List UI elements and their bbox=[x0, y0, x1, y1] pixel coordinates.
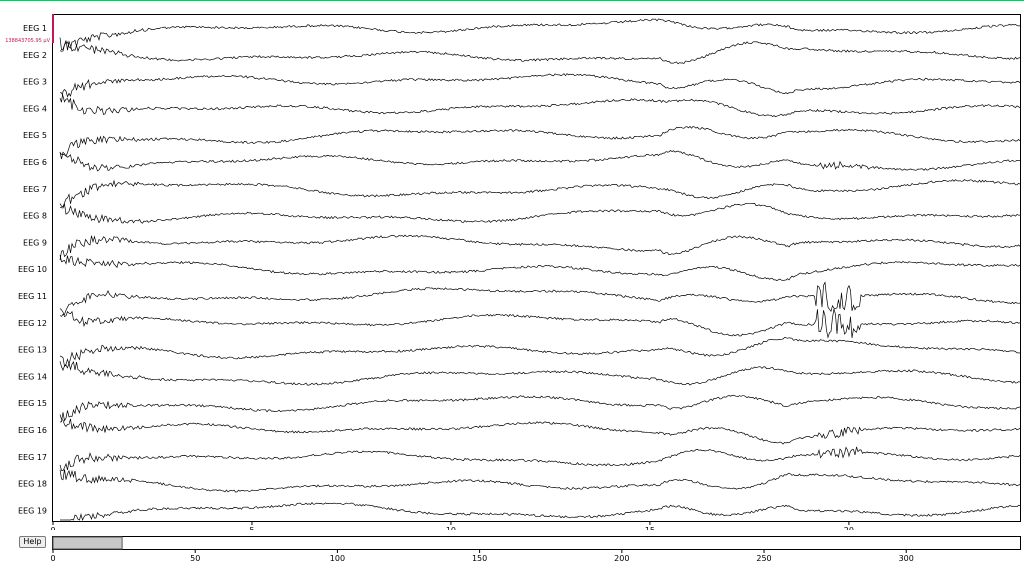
channel-label[interactable]: EEG 7 bbox=[23, 185, 47, 194]
channel-trace[interactable] bbox=[59, 394, 1021, 423]
channel-trace[interactable] bbox=[59, 281, 1021, 317]
channel-label[interactable]: EEG 8 bbox=[23, 212, 47, 221]
channel-label[interactable]: EEG 16 bbox=[18, 426, 47, 435]
plot-frame bbox=[52, 14, 1021, 522]
channel-label[interactable]: EEG 12 bbox=[18, 319, 47, 328]
channel-trace[interactable] bbox=[59, 179, 1021, 208]
channel-label[interactable]: EEG 2 bbox=[23, 51, 47, 60]
channel-trace[interactable] bbox=[59, 234, 1021, 261]
overview-tick-label: 200 bbox=[614, 554, 629, 563]
channel-label[interactable]: EEG 9 bbox=[23, 238, 47, 247]
overview-bar[interactable]: 0 50 100 150 200 250 300 bbox=[0, 530, 1024, 563]
channel-label[interactable]: EEG 1 bbox=[23, 24, 47, 33]
channel-label[interactable]: EEG 14 bbox=[18, 372, 47, 381]
channel-trace[interactable] bbox=[59, 18, 1020, 52]
channel-label[interactable]: EEG 18 bbox=[18, 480, 47, 489]
time-tick-label: 20 bbox=[844, 526, 854, 530]
channel-label[interactable]: EEG 19 bbox=[18, 506, 47, 515]
channel-trace[interactable] bbox=[59, 73, 1021, 103]
overview-tick-label: 50 bbox=[190, 554, 200, 563]
channel-label[interactable]: EEG 5 bbox=[23, 131, 47, 140]
overview-axis: 0 50 100 150 200 250 300 bbox=[50, 550, 914, 563]
channel-trace[interactable] bbox=[59, 37, 1021, 65]
channel-trace[interactable] bbox=[59, 469, 1021, 493]
overview-tick-label: 300 bbox=[899, 554, 914, 563]
channel-trace[interactable] bbox=[59, 202, 1021, 224]
channel-traces bbox=[59, 18, 1021, 521]
channel-label[interactable]: EEG 17 bbox=[18, 453, 47, 462]
time-tick-label: 10 bbox=[446, 526, 456, 530]
eeg-trace-plot[interactable]: EEG 1 EEG 2 EEG 3 EEG 4 EEG 5 EEG 6 EEG 7 EEG 8… bbox=[0, 0, 1024, 530]
channel-label[interactable]: EEG 10 bbox=[18, 265, 47, 274]
channel-label[interactable]: EEG 3 bbox=[23, 78, 47, 87]
overview-frame bbox=[52, 536, 1021, 550]
overview-window-handle[interactable] bbox=[52, 536, 123, 550]
channel-label[interactable]: EEG 13 bbox=[18, 346, 47, 355]
channel-trace[interactable] bbox=[59, 337, 1021, 372]
time-axis: 0 5 10 15 20 bbox=[50, 521, 854, 530]
channel-trace[interactable] bbox=[59, 125, 1021, 160]
channel-label[interactable]: EEG 4 bbox=[23, 104, 47, 113]
scale-bar-label: 138843705.95 µV bbox=[5, 38, 50, 44]
channel-trace[interactable] bbox=[59, 446, 1021, 471]
help-button[interactable]: Help bbox=[19, 536, 46, 548]
overview-tick-label: 150 bbox=[472, 554, 487, 563]
channel-label[interactable]: EEG 11 bbox=[18, 292, 47, 301]
channel-label[interactable]: EEG 6 bbox=[23, 158, 47, 167]
channel-trace[interactable] bbox=[59, 255, 1021, 281]
channel-trace[interactable] bbox=[59, 414, 1021, 445]
channel-trace[interactable] bbox=[59, 150, 1021, 172]
channel-trace[interactable] bbox=[60, 502, 1021, 521]
overview-tick-label: 250 bbox=[756, 554, 771, 563]
channel-labels: EEG 1 EEG 2 EEG 3 EEG 4 EEG 5 EEG 6 EEG 7 EEG 8… bbox=[18, 24, 47, 515]
top-accent-line bbox=[0, 0, 1024, 1]
channel-trace[interactable] bbox=[59, 92, 1021, 118]
time-tick-label: 15 bbox=[645, 526, 655, 530]
time-tick-label: 0 bbox=[50, 526, 55, 530]
overview-tick-label: 100 bbox=[330, 554, 345, 563]
channel-label[interactable]: EEG 15 bbox=[18, 399, 47, 408]
channel-trace[interactable] bbox=[59, 355, 1021, 386]
channel-trace[interactable] bbox=[59, 308, 1021, 339]
overview-tick-label: 0 bbox=[50, 554, 55, 563]
time-tick-label: 5 bbox=[249, 526, 254, 530]
